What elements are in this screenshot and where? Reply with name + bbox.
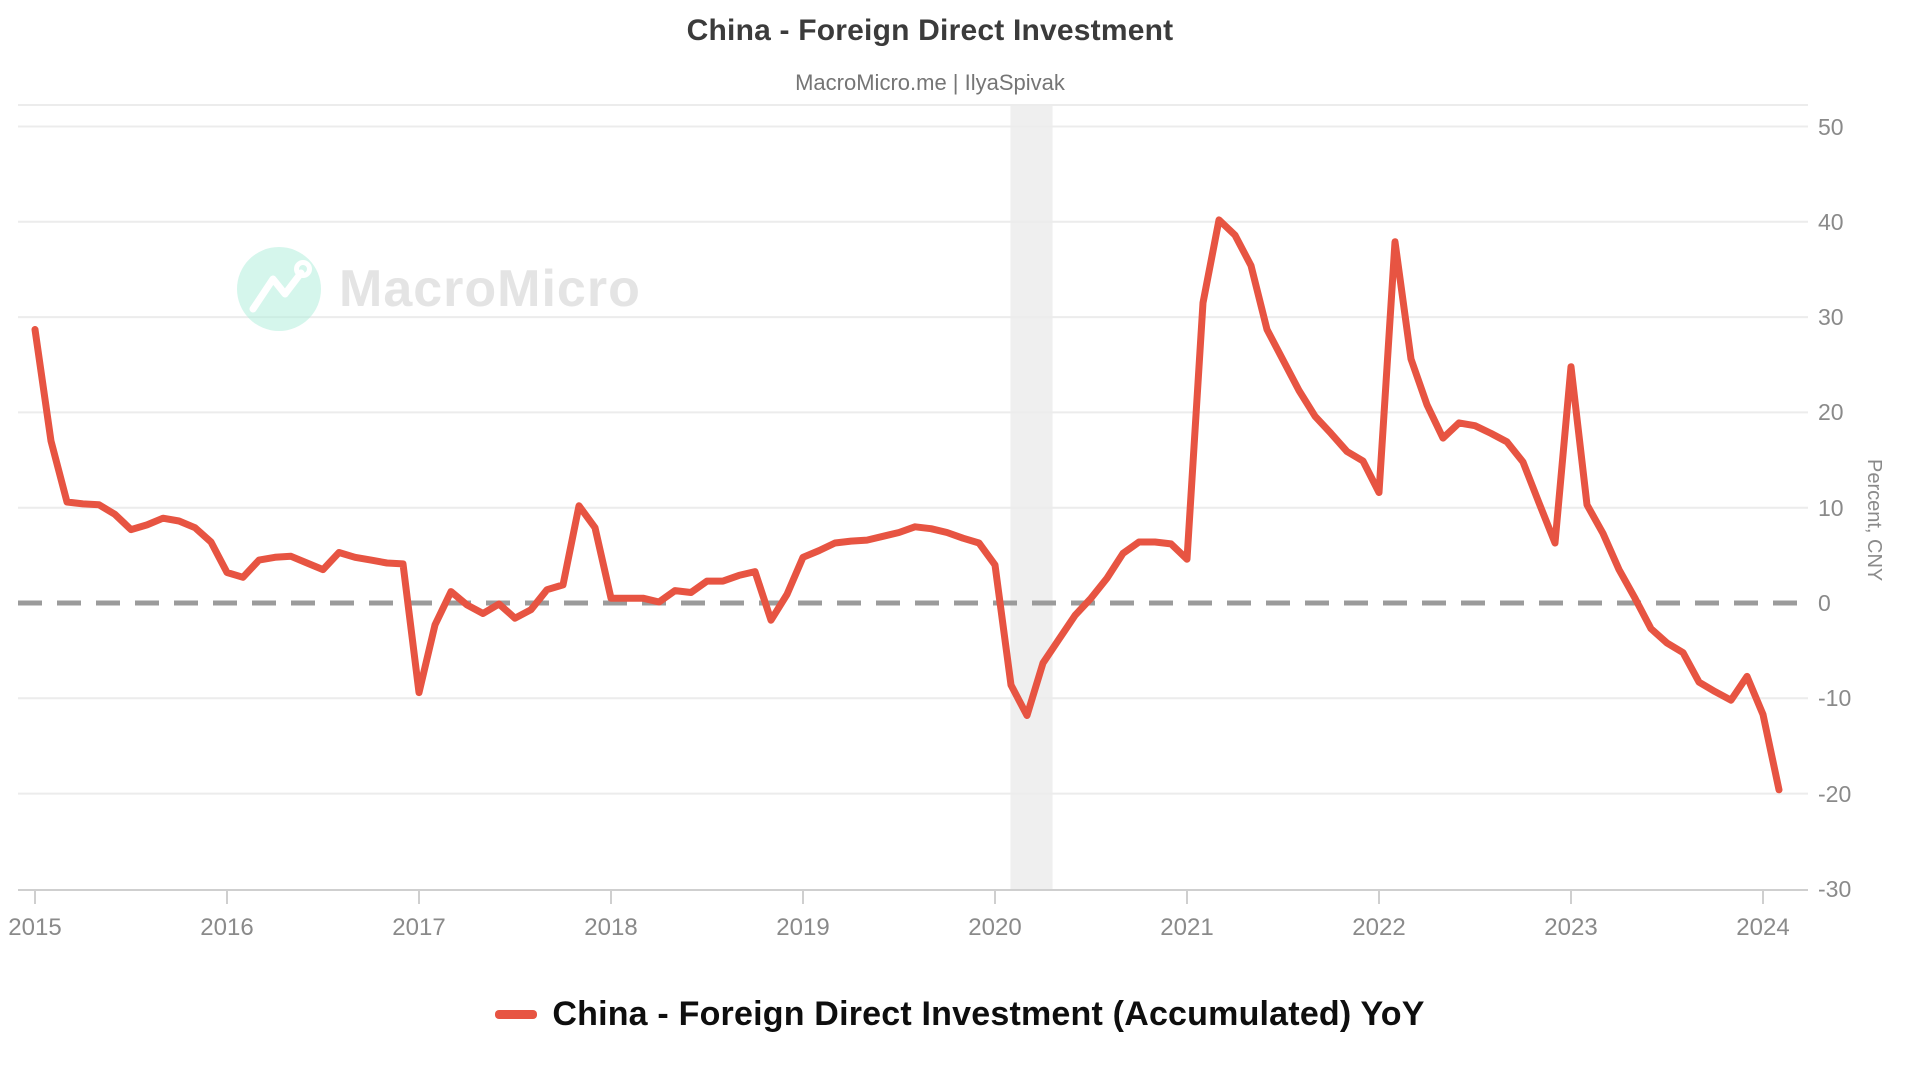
x-axis-tick-label: 2021: [1160, 914, 1214, 941]
x-axis-tick-label: 2015: [8, 914, 62, 941]
y-axis-tick-label: 0: [1818, 590, 1831, 616]
recession-band: [1010, 105, 1053, 890]
chart-title: China - Foreign Direct Investment: [686, 14, 1174, 47]
x-axis-tick-label: 2019: [776, 914, 830, 941]
y-axis-tick-label: 50: [1818, 114, 1844, 140]
x-axis-tick-label: 2016: [200, 914, 254, 941]
x-axis-tick-label: 2018: [584, 914, 638, 941]
y-axis-tick-label: 40: [1818, 209, 1844, 235]
x-axis-tick-label: 2022: [1352, 914, 1406, 941]
x-axis-tick-label: 2020: [968, 914, 1022, 941]
y-axis-tick-label: -30: [1818, 876, 1852, 902]
series-line: [31, 216, 1783, 794]
y-axis-unit-label: Percent, CNY: [1863, 458, 1885, 582]
y-axis-tick-label: 10: [1818, 495, 1844, 521]
y-axis-tick-label: 20: [1818, 399, 1844, 425]
legend: China - Foreign Direct Investment (Accum…: [0, 995, 1920, 1034]
x-axis-tick-label: 2024: [1736, 914, 1790, 941]
y-axis-tick-label: -10: [1818, 685, 1852, 711]
y-axis-tick-label: 30: [1818, 304, 1844, 330]
x-axis-tick-label: 2023: [1544, 914, 1598, 941]
chart-subtitle: MacroMicro.me | IlyaSpivak: [795, 70, 1065, 95]
y-axis-tick-label: -20: [1818, 781, 1852, 807]
legend-series-marker: [495, 1010, 538, 1019]
legend-series-label[interactable]: China - Foreign Direct Investment (Accum…: [552, 995, 1425, 1033]
x-axis-tick-label: 2017: [392, 914, 446, 941]
